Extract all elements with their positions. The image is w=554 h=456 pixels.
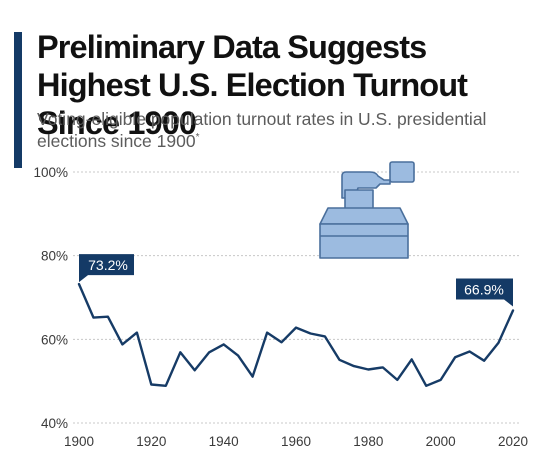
y-tick-label-100: 100% <box>33 165 68 180</box>
chart-subtitle: Voting-eligible population turnout rates… <box>37 108 547 152</box>
ballot-box-body-shape <box>319 223 409 259</box>
turnout-series-line <box>77 282 515 387</box>
x-tick-label-1940: 1940 <box>209 434 239 449</box>
x-tick-label-1960: 1960 <box>281 434 311 449</box>
y-tick-label-80: 80% <box>41 249 68 264</box>
y-tick-label-60: 60% <box>41 332 68 347</box>
y-axis-ticks: 40% 60% 80% 100% <box>33 165 68 431</box>
x-tick-label-1920: 1920 <box>136 434 166 449</box>
x-axis-ticks: 1900 1920 1940 1960 1980 2000 2020 <box>64 434 528 449</box>
turnout-data-points <box>78 284 514 386</box>
title-accent-bar <box>14 32 22 168</box>
x-tick-label-2000: 2000 <box>426 434 456 449</box>
ballot-paper-shape <box>389 161 415 183</box>
x-tick-label-2020: 2020 <box>498 434 528 449</box>
footnote-mark: * <box>195 132 200 144</box>
chart-title: Preliminary Data Suggests Highest U.S. E… <box>37 29 468 141</box>
annotation-2020-label: 66.9% <box>464 281 504 297</box>
y-tick-label-40: 40% <box>41 416 68 431</box>
annotation-1900-callout <box>79 254 134 283</box>
subtitle-text: Voting-eligible population turnout rates… <box>37 109 487 151</box>
annotation-1900-label: 73.2% <box>88 257 128 273</box>
annotation-2020-callout <box>456 278 513 307</box>
annotation-2020: 66.9% <box>456 278 513 307</box>
chart-grid <box>73 171 520 424</box>
annotation-1900: 73.2% <box>79 254 134 283</box>
x-tick-label-1900: 1900 <box>64 434 94 449</box>
ballot-box-icon <box>319 161 415 259</box>
ballot-box-lid-shape <box>319 207 409 225</box>
x-tick-label-1980: 1980 <box>353 434 383 449</box>
